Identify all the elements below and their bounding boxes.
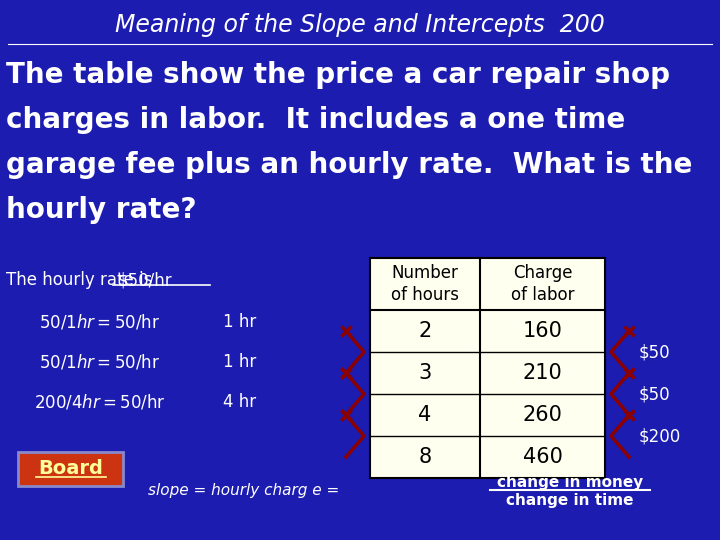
Text: 210: 210 — [523, 363, 562, 383]
Text: change in time: change in time — [506, 492, 634, 508]
Text: The table show the price a car repair shop: The table show the price a car repair sh… — [6, 61, 670, 89]
Text: change in money: change in money — [497, 475, 643, 489]
Bar — [370, 258, 605, 478]
Text: $50/1hr = $50/hr: $50/1hr = $50/hr — [40, 313, 161, 332]
Text: charges in labor.  It includes a one time: charges in labor. It includes a one time — [6, 106, 625, 134]
Text: The hourly rate is: The hourly rate is — [6, 271, 158, 289]
Text: hourly rate?: hourly rate? — [6, 196, 197, 224]
Text: 8: 8 — [418, 447, 431, 467]
Text: 4: 4 — [418, 405, 431, 425]
Text: 3: 3 — [418, 363, 431, 383]
Bar — [18, 452, 123, 486]
Text: 4 hr: 4 hr — [223, 393, 256, 411]
Text: 1 hr: 1 hr — [223, 353, 256, 371]
Text: garage fee plus an hourly rate.  What is the: garage fee plus an hourly rate. What is … — [6, 151, 693, 179]
Text: 260: 260 — [523, 405, 562, 425]
Text: 460: 460 — [523, 447, 562, 467]
Text: 1 hr: 1 hr — [223, 313, 256, 331]
Text: $200: $200 — [639, 427, 681, 445]
Text: Charge
of labor: Charge of labor — [510, 264, 575, 304]
Text: 2: 2 — [418, 321, 431, 341]
Text: $200/4hr = $50/hr: $200/4hr = $50/hr — [34, 393, 166, 411]
Text: slope = hourly charg e =: slope = hourly charg e = — [148, 483, 344, 497]
Text: Board: Board — [38, 460, 103, 478]
Text: Meaning of the Slope and Intercepts  200: Meaning of the Slope and Intercepts 200 — [115, 13, 605, 37]
Text: Number
of hours: Number of hours — [391, 264, 459, 304]
Text: $50: $50 — [639, 343, 670, 361]
Text: 160: 160 — [523, 321, 562, 341]
Text: $50/1hr = $50/hr: $50/1hr = $50/hr — [40, 353, 161, 372]
Text: $50: $50 — [639, 385, 670, 403]
Text: $50/hr: $50/hr — [118, 271, 173, 289]
